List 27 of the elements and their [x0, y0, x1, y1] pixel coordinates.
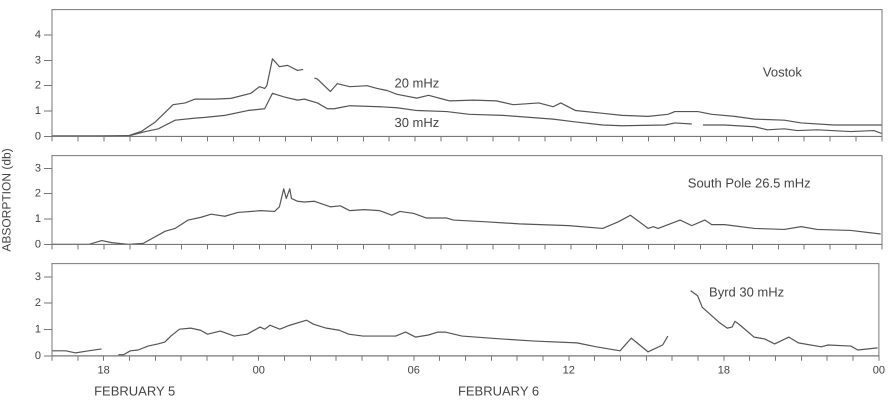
x-tick-label: 18 [718, 364, 730, 376]
y-axis-title: ABSORPTION (db) [0, 148, 14, 252]
x-tick-label: 18 [98, 364, 110, 376]
x-tick-label: 12 [562, 364, 575, 376]
x-tick-label: 00 [252, 364, 265, 376]
y-tick-label: 4 [34, 28, 41, 41]
y-tick-label: 0 [34, 238, 41, 250]
text: FEBRUARY 6 [458, 383, 540, 398]
series-label: 20 mHz [394, 76, 440, 91]
y-tick-label: 3 [34, 270, 41, 283]
x-tick-label: 06 [408, 364, 420, 376]
annotation: Vostok [762, 64, 802, 80]
y-tick-label: 1 [34, 213, 41, 226]
text: South Pole 26.5 mHz [688, 176, 811, 191]
y-tick-label: 2 [34, 80, 41, 92]
y-tick-label: 2 [34, 297, 41, 310]
y-tick-label: 3 [34, 162, 41, 174]
y-tick-label: 2 [34, 188, 41, 200]
y-tick-label: 1 [34, 323, 41, 336]
x-tick-label: 00 [872, 364, 886, 376]
y-tick-label: 0 [34, 350, 41, 362]
series-label: 30 mHz [394, 115, 440, 130]
y-tick-label: 0 [34, 130, 41, 142]
y-tick-label: 1 [34, 105, 41, 118]
series-label: Byrd 30 mHz [709, 284, 784, 300]
y-tick-label: 3 [34, 54, 41, 66]
text: FEBRUARY 5 [94, 383, 176, 398]
